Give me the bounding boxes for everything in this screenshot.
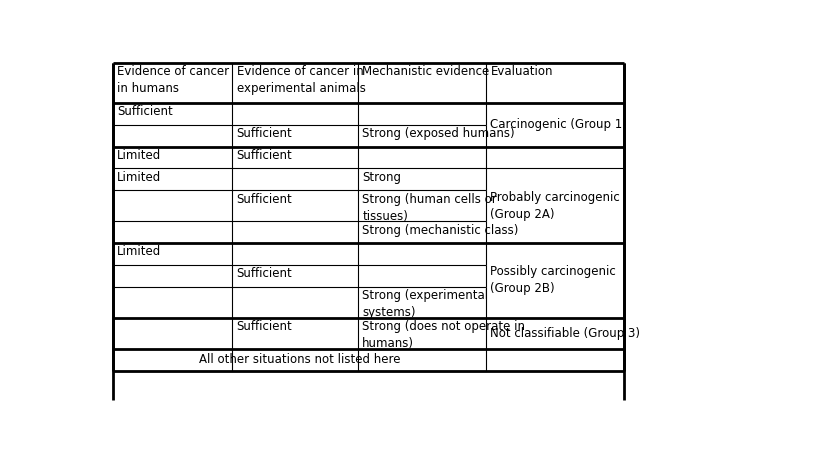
Text: Evaluation: Evaluation [491,65,553,78]
Text: Strong (experimental
systems): Strong (experimental systems) [362,289,488,319]
Text: Possibly carcinogenic
(Group 2B): Possibly carcinogenic (Group 2B) [491,265,617,295]
Text: Sufficient: Sufficient [118,106,173,119]
Text: Limited: Limited [118,149,161,162]
Text: Sufficient: Sufficient [237,320,292,333]
Text: Sufficient: Sufficient [237,193,292,206]
Text: Limited: Limited [118,246,161,259]
Text: Strong (mechanistic class): Strong (mechanistic class) [362,224,518,237]
Text: Strong (human cells or
tissues): Strong (human cells or tissues) [362,193,497,223]
Text: Strong (does not operate in
humans): Strong (does not operate in humans) [362,320,525,350]
Text: Evidence of cancer in
experimental animals: Evidence of cancer in experimental anima… [237,65,365,95]
Text: Strong (exposed humans): Strong (exposed humans) [362,127,515,140]
Text: Mechanistic evidence: Mechanistic evidence [362,65,490,78]
Text: Sufficient: Sufficient [237,149,292,162]
Text: Probably carcinogenic
(Group 2A): Probably carcinogenic (Group 2A) [491,191,620,220]
Text: Sufficient: Sufficient [237,267,292,280]
Text: Not classifiable (Group 3): Not classifiable (Group 3) [491,327,640,340]
Text: Evidence of cancer
in humans: Evidence of cancer in humans [118,65,229,95]
Text: Limited: Limited [118,171,161,184]
Text: Carcinogenic (Group 1): Carcinogenic (Group 1) [491,118,627,131]
Text: Strong: Strong [362,171,402,184]
Text: Sufficient: Sufficient [237,127,292,140]
Text: All other situations not listed here: All other situations not listed here [198,353,400,366]
